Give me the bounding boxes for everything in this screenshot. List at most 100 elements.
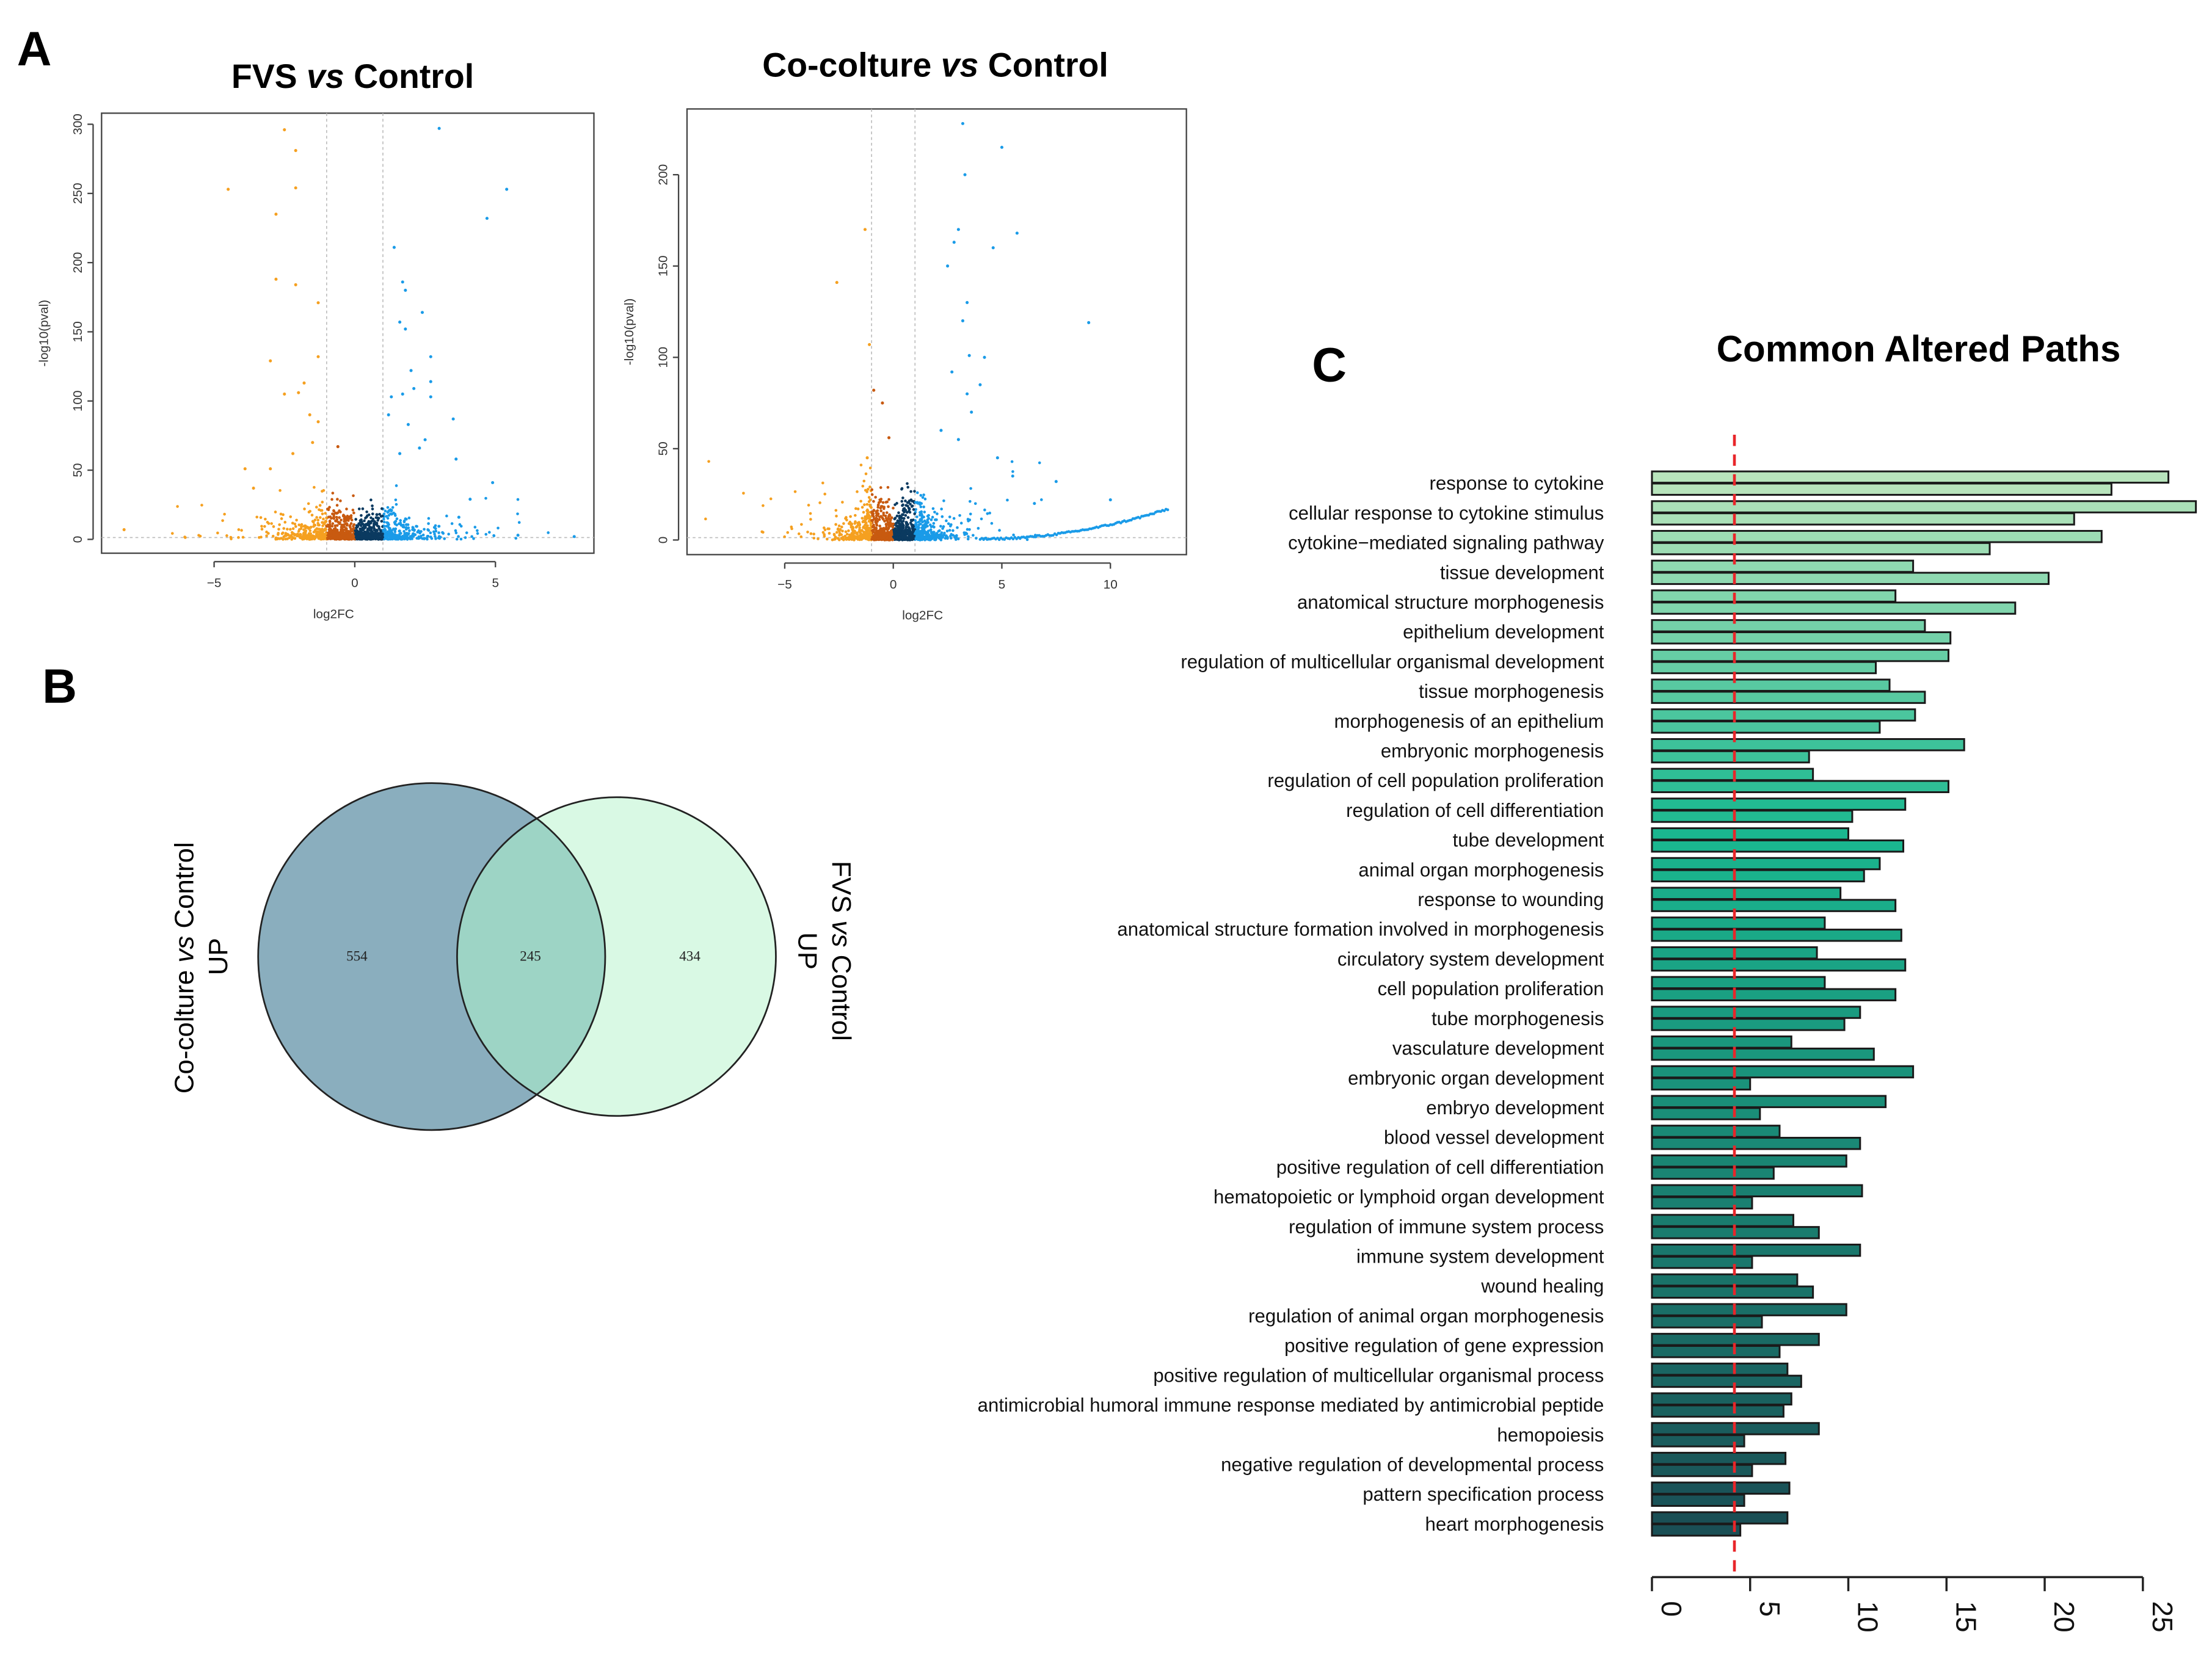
data-point xyxy=(332,517,336,520)
data-point xyxy=(437,524,440,528)
data-point xyxy=(856,490,859,493)
data-point xyxy=(915,491,919,495)
bar-category-label: antimicrobial humoral immune response me… xyxy=(978,1394,1604,1416)
data-point xyxy=(348,515,352,518)
data-point xyxy=(905,510,909,514)
data-point xyxy=(866,509,870,512)
data-point xyxy=(297,391,300,394)
bar-category-label: epithelium development xyxy=(1403,622,1604,643)
data-point xyxy=(366,537,369,541)
data-point xyxy=(922,505,925,509)
data-point xyxy=(873,534,876,537)
y-tick-label: 100 xyxy=(657,347,671,368)
data-point xyxy=(915,515,919,518)
data-point xyxy=(898,535,901,539)
data-point xyxy=(289,528,292,531)
data-point xyxy=(983,355,986,359)
bar-category-label: tissue morphogenesis xyxy=(1419,681,1604,702)
data-point xyxy=(308,536,311,540)
data-point xyxy=(352,511,355,515)
panel-label-c: C xyxy=(1312,338,1347,391)
data-point xyxy=(283,392,286,396)
y-tick-label: 50 xyxy=(71,463,85,477)
bar-category-label: negative regulation of developmental pro… xyxy=(1221,1454,1604,1475)
data-point xyxy=(394,520,398,523)
data-point xyxy=(895,514,899,518)
bar-category-label: embryonic organ development xyxy=(1348,1067,1604,1089)
x-tick-label: 20 xyxy=(2048,1601,2080,1632)
data-point xyxy=(367,520,371,523)
data-point xyxy=(200,504,203,507)
data-point xyxy=(315,527,319,531)
data-point xyxy=(889,531,892,534)
data-point xyxy=(447,532,450,536)
data-point xyxy=(360,513,363,517)
data-point xyxy=(395,517,399,521)
data-point xyxy=(338,522,341,525)
data-point xyxy=(1054,480,1058,484)
y-tick-label: 50 xyxy=(657,441,671,455)
data-point xyxy=(306,535,309,539)
data-point xyxy=(964,531,967,535)
data-point xyxy=(321,501,324,504)
data-point xyxy=(412,535,415,538)
data-point xyxy=(995,456,999,460)
data-point xyxy=(889,521,892,524)
data-point xyxy=(865,529,868,532)
data-point xyxy=(854,513,857,517)
data-point xyxy=(901,496,904,499)
data-point xyxy=(332,509,335,512)
data-point xyxy=(415,524,418,528)
data-point xyxy=(932,521,936,525)
data-point xyxy=(260,528,264,531)
data-point xyxy=(905,524,908,528)
data-point xyxy=(926,532,930,536)
x-tick-label: 5 xyxy=(999,578,1006,592)
data-point xyxy=(373,520,376,523)
bar-category-label: response to wounding xyxy=(1417,889,1604,910)
data-point xyxy=(919,505,923,509)
data-point xyxy=(417,537,420,540)
bar-category-label: regulation of multicellular organismal d… xyxy=(1181,651,1604,672)
data-point xyxy=(377,527,381,530)
data-point xyxy=(901,535,905,538)
venn-count-fvs-only: 434 xyxy=(679,948,700,964)
data-point xyxy=(880,527,883,531)
data-point xyxy=(821,481,824,485)
data-point xyxy=(485,217,489,220)
data-point xyxy=(227,187,230,191)
data-point xyxy=(887,505,890,509)
data-point xyxy=(284,537,287,541)
data-point xyxy=(330,534,333,537)
bar-category-label: tissue development xyxy=(1440,562,1604,583)
data-point xyxy=(870,533,873,537)
data-point xyxy=(901,522,904,526)
data-point xyxy=(845,518,848,522)
bar-lower xyxy=(1651,482,2112,496)
data-point xyxy=(398,452,402,455)
data-point xyxy=(332,515,335,518)
data-point xyxy=(880,537,884,540)
data-point xyxy=(966,392,969,396)
data-point xyxy=(943,531,946,535)
data-point xyxy=(401,537,404,540)
bar-category-label: anatomical structure morphogenesis xyxy=(1297,592,1604,613)
data-point xyxy=(870,506,873,509)
data-point xyxy=(330,524,334,528)
bar-upper xyxy=(1651,589,1897,603)
bar-lower xyxy=(1651,691,1926,704)
data-point xyxy=(427,522,430,525)
data-point xyxy=(336,528,339,532)
venn-label-fvs: FVS vs Control xyxy=(826,861,856,1041)
data-point xyxy=(402,519,406,523)
data-point xyxy=(912,537,915,541)
panel-label-a: A xyxy=(17,22,52,76)
data-point xyxy=(882,511,886,515)
data-point xyxy=(316,535,319,539)
data-point xyxy=(309,532,313,535)
data-point xyxy=(398,529,401,533)
data-point xyxy=(850,523,853,527)
data-point xyxy=(341,524,344,528)
data-point xyxy=(921,496,925,499)
